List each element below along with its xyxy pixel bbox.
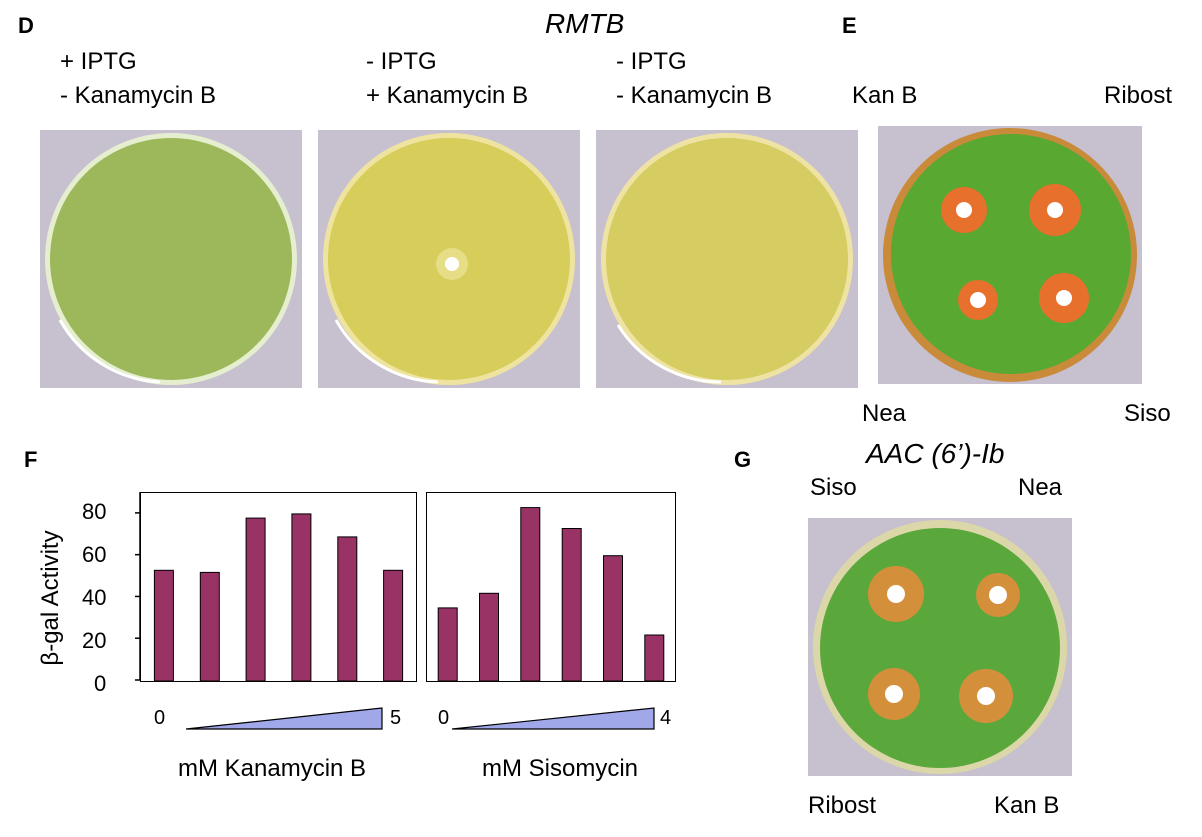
disk-nea bbox=[989, 586, 1007, 604]
plate3-condition-iptg: - IPTG bbox=[616, 48, 687, 75]
bar-1 bbox=[153, 569, 174, 682]
plate-g-label-kan-b: Kan B bbox=[994, 792, 1060, 819]
y-tick-80: 80 bbox=[82, 499, 107, 524]
plate-g-label-siso: Siso bbox=[810, 474, 857, 501]
gradient-end-kanamycin: 5 bbox=[390, 707, 402, 729]
disk-siso bbox=[1056, 290, 1072, 306]
gradient-start-kanamycin: 0 bbox=[154, 707, 166, 729]
bar-6 bbox=[644, 634, 665, 682]
plate-photo-kanamycin-no-iptg bbox=[318, 130, 580, 388]
panel-label-f: F bbox=[24, 447, 38, 472]
panel-label-d: D bbox=[18, 13, 34, 38]
panel-label-g: G bbox=[734, 447, 752, 472]
aac-title: AAC (6’)-Ib bbox=[866, 438, 1005, 469]
x-axis-label-kanamycin: mM Kanamycin B bbox=[178, 755, 367, 782]
bar-2 bbox=[479, 592, 499, 682]
plate-e-label-ribost: Ribost bbox=[1104, 82, 1173, 109]
antibiotic-disk bbox=[445, 257, 459, 271]
y-tick-60: 60 bbox=[82, 542, 107, 567]
bar-1 bbox=[437, 607, 458, 682]
plate-photo-rmtb-disks bbox=[878, 126, 1142, 384]
concentration-gradient-wedge bbox=[185, 707, 383, 730]
disk-ribost bbox=[885, 685, 903, 703]
disk-siso bbox=[887, 585, 905, 603]
x-axis-label-sisomycin: mM Sisomycin bbox=[482, 755, 639, 782]
y-tick-40: 40 bbox=[82, 585, 107, 610]
gradient-end-sisomycin: 4 bbox=[660, 707, 672, 729]
plate-e-label-kan-b: Kan B bbox=[852, 82, 918, 109]
bar-4 bbox=[291, 513, 312, 682]
chart-kanamycin-b bbox=[140, 492, 417, 682]
bar-5 bbox=[337, 536, 358, 682]
plate-photo-no-iptg-no-kanamycin bbox=[596, 130, 858, 388]
gradient-start-sisomycin: 0 bbox=[438, 707, 450, 729]
bar-6 bbox=[383, 569, 404, 682]
plate-e-label-nea: Nea bbox=[862, 400, 907, 427]
plate1-condition-iptg: + IPTG bbox=[60, 48, 137, 75]
plate-agar bbox=[820, 528, 1060, 768]
bar-3 bbox=[520, 507, 541, 682]
plate-g-label-nea: Nea bbox=[1018, 474, 1063, 501]
panel-label-e: E bbox=[842, 13, 857, 38]
disk-kan-b bbox=[977, 687, 995, 705]
y-tick-0: 0 bbox=[94, 671, 107, 696]
concentration-gradient-wedge bbox=[451, 707, 655, 730]
bar-2 bbox=[199, 571, 220, 682]
y-tick-20: 20 bbox=[82, 628, 107, 653]
bar-5 bbox=[603, 555, 623, 682]
plate3-condition-kanamycin: - Kanamycin B bbox=[616, 82, 773, 109]
rmtb-title: RMTB bbox=[545, 8, 625, 39]
plate-g-label-ribost: Ribost bbox=[808, 792, 877, 819]
bar-3 bbox=[245, 517, 266, 682]
plate2-condition-kanamycin: + Kanamycin B bbox=[366, 82, 529, 109]
plate2-condition-iptg: - IPTG bbox=[366, 48, 437, 75]
disk-nea bbox=[970, 292, 986, 308]
bar-4 bbox=[561, 528, 582, 682]
plate-e-label-siso: Siso bbox=[1124, 400, 1171, 427]
plate-agar bbox=[606, 138, 848, 380]
plate-agar bbox=[50, 138, 292, 380]
plate-photo-aac-disks bbox=[808, 518, 1072, 776]
plate1-condition-kanamycin: - Kanamycin B bbox=[60, 82, 217, 109]
disk-ribost bbox=[1047, 202, 1063, 218]
chart-sisomycin bbox=[426, 492, 676, 682]
disk-kan-b bbox=[956, 202, 972, 218]
plate-photo-iptg-no-kanamycin bbox=[40, 130, 302, 388]
